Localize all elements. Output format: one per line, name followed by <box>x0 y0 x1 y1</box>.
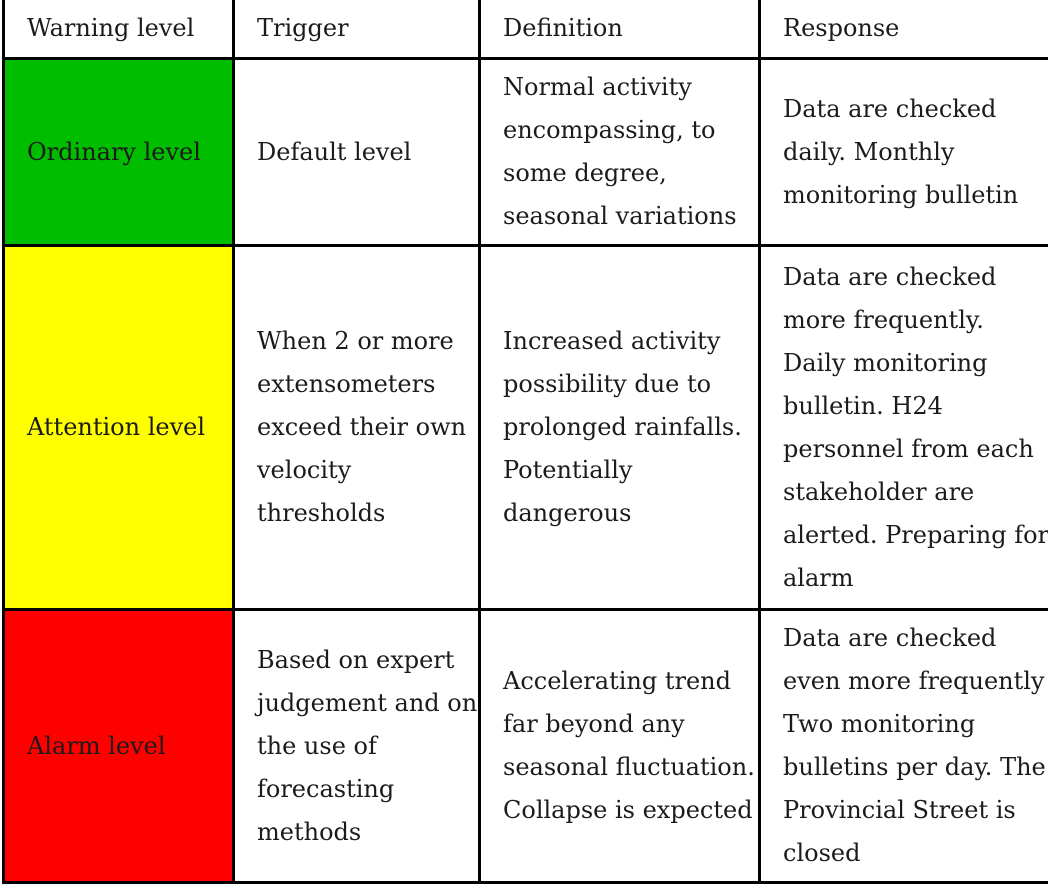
level-cell-alarm: Alarm level <box>2 608 235 884</box>
column-header-warning-level: Warning level <box>2 0 235 60</box>
response-cell-alarm: Data are checked even more frequently Tw… <box>758 608 1048 884</box>
trigger-cell-attention: When 2 or more extensometers exceed thei… <box>232 244 481 611</box>
table-row-alarm-level: Alarm level Based on expert judgement an… <box>2 608 1048 884</box>
table-row-attention-level: Attention level When 2 or more extensome… <box>2 244 1048 611</box>
definition-cell-alarm: Accelerating trend far beyond any season… <box>478 608 761 884</box>
trigger-cell-alarm: Based on expert judgement and on the use… <box>232 608 481 884</box>
response-cell-ordinary: Data are checked daily. Monthly monitori… <box>758 57 1048 247</box>
level-cell-ordinary: Ordinary level <box>2 57 235 247</box>
level-cell-attention: Attention level <box>2 244 235 611</box>
column-header-definition: Definition <box>478 0 761 60</box>
column-header-trigger: Trigger <box>232 0 481 60</box>
definition-cell-attention: Increased activity possibility due to pr… <box>478 244 761 611</box>
table-row-ordinary-level: Ordinary level Default level Normal acti… <box>2 57 1048 247</box>
header-row: Warning level Trigger Definition Respons… <box>2 0 1048 60</box>
column-header-response: Response <box>758 0 1048 60</box>
definition-cell-ordinary: Normal activity encompassing, to some de… <box>478 57 761 247</box>
trigger-cell-ordinary: Default level <box>232 57 481 247</box>
response-cell-attention: Data are checked more frequently. Daily … <box>758 244 1048 611</box>
